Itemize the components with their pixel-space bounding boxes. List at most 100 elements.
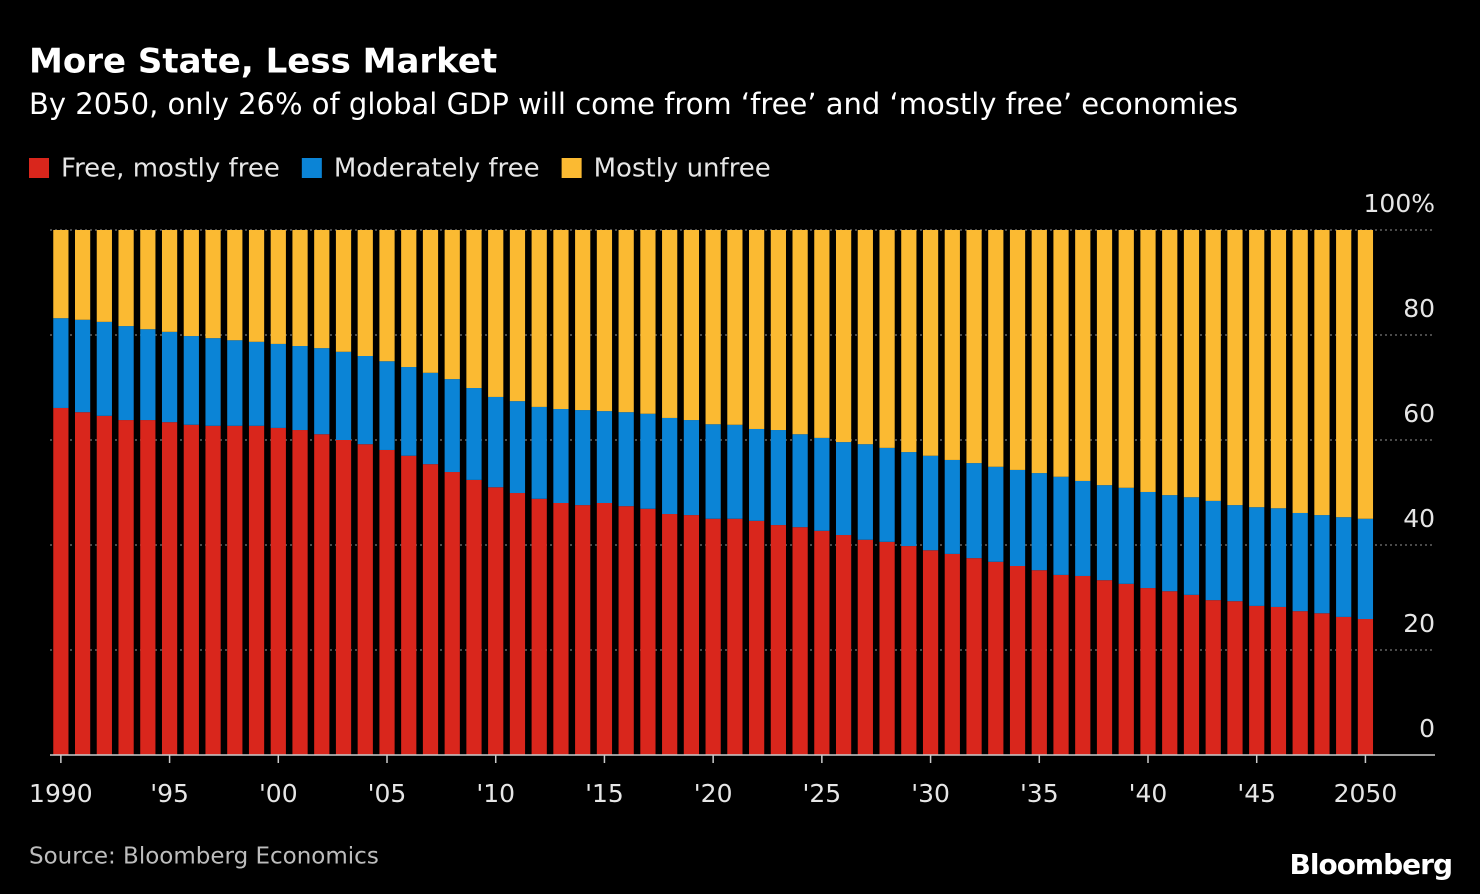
bar-segment	[901, 230, 917, 453]
bar-segment	[1205, 500, 1221, 601]
bar-segment	[1053, 574, 1069, 755]
bar-segment	[488, 487, 504, 755]
bar-segment	[161, 422, 178, 755]
bar-segment	[75, 319, 91, 413]
bar-segment	[988, 466, 1004, 562]
bar-segment	[879, 541, 895, 755]
bar-segment	[183, 230, 199, 337]
bar-segment	[835, 230, 852, 443]
bar-segment	[292, 346, 308, 431]
x-tick-label: '40	[1129, 779, 1168, 808]
bar-segment	[944, 230, 960, 460]
x-tick-label: '05	[368, 779, 407, 808]
bar-segment	[1227, 505, 1243, 602]
bar-segment	[1140, 491, 1156, 589]
bar-segment	[1314, 613, 1330, 755]
bar-segment	[922, 550, 939, 755]
bar-segment	[205, 425, 221, 755]
bar-segment	[140, 329, 156, 421]
bar-segment	[749, 230, 765, 429]
bar-segment	[1118, 583, 1134, 755]
bar-segment	[879, 230, 895, 448]
bar-segment	[531, 406, 547, 499]
bar-segment	[640, 230, 656, 414]
bar-segment	[248, 341, 265, 426]
bar-segment	[1336, 517, 1352, 617]
bar-segment	[662, 417, 678, 515]
bar-segment	[727, 424, 743, 519]
bar-segment	[814, 437, 830, 531]
bar-segment	[75, 412, 91, 755]
bar-segment	[53, 318, 69, 408]
bar-segment	[596, 230, 613, 412]
bar-segment	[1031, 570, 1047, 755]
source: Source: Bloomberg Economics	[29, 844, 379, 870]
bar-segment	[705, 518, 721, 755]
bar-segment	[857, 230, 873, 445]
bar-segment	[1075, 575, 1091, 755]
bar-segment	[205, 338, 221, 426]
bar-segment	[1009, 469, 1026, 566]
bar-segment	[488, 230, 504, 397]
bar-segment	[575, 230, 591, 411]
bar-segment	[509, 401, 526, 494]
bar-segment	[444, 379, 460, 473]
bar-segment	[705, 424, 721, 519]
bar-segment	[1205, 600, 1221, 755]
bar-segment	[966, 558, 982, 755]
bar-segment	[749, 428, 765, 521]
bar-segment	[1096, 580, 1113, 755]
bar-segment	[1053, 230, 1069, 477]
bar-segment	[944, 553, 960, 755]
y-tick-label: 40	[1403, 504, 1435, 533]
bar-segment	[161, 230, 178, 332]
bar-segment	[53, 407, 69, 755]
bar-segment	[488, 396, 504, 488]
y-tick-label: 100%	[1364, 189, 1435, 218]
bar-segment	[270, 427, 286, 755]
bar-segment	[205, 230, 221, 339]
x-tick-label: '15	[585, 779, 624, 808]
bar-segment	[314, 348, 330, 435]
bar-segment	[1031, 473, 1047, 571]
bar-segment	[857, 539, 873, 755]
y-tick-label: 60	[1403, 399, 1435, 428]
legend-label: Moderately free	[334, 154, 540, 184]
bar-segment	[118, 420, 134, 755]
bar-segment	[1096, 485, 1113, 581]
bar-segment	[444, 230, 460, 380]
bar-segment	[1183, 594, 1200, 755]
bar-segment	[1270, 230, 1287, 509]
bar-segment	[1270, 606, 1287, 755]
bar-segment	[1162, 495, 1178, 592]
bar-segment	[314, 230, 330, 349]
bar-segment	[1183, 497, 1200, 595]
bar-segment	[314, 434, 330, 755]
bar-segment	[553, 230, 569, 410]
bar-segment	[401, 455, 417, 755]
bar-segment	[901, 452, 917, 547]
bar-segment	[140, 230, 156, 330]
bar-segment	[357, 356, 373, 445]
bar-segment	[1162, 230, 1178, 496]
bar-segment	[1357, 619, 1374, 755]
bar-segment	[401, 230, 417, 368]
bar-segment	[1227, 230, 1243, 506]
bar-segment	[379, 230, 395, 362]
bar-segment	[466, 230, 482, 389]
bar-segment	[1009, 566, 1026, 755]
x-tick-label: '35	[1020, 779, 1059, 808]
bar-segment	[96, 321, 112, 416]
bar-segment	[596, 503, 613, 755]
bar-segment	[1183, 230, 1200, 498]
bar-segment	[770, 430, 786, 526]
bar-segment	[1249, 507, 1265, 606]
bar-segment	[1162, 591, 1178, 755]
bar-segment	[1336, 616, 1352, 755]
bar-segment	[227, 230, 243, 341]
bar-segment	[792, 230, 808, 435]
bar-segment	[1357, 230, 1374, 519]
bar-segment	[379, 361, 395, 450]
bar-segment	[1075, 230, 1091, 481]
